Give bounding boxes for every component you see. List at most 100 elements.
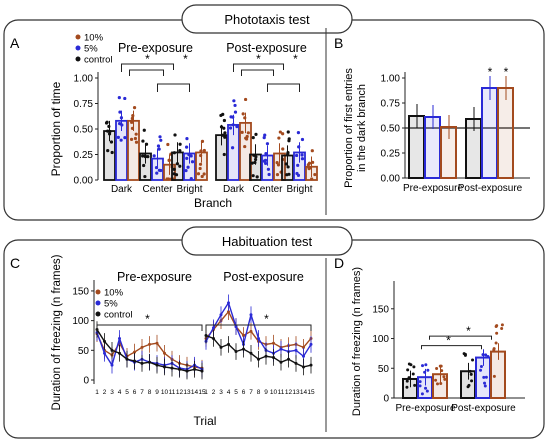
- data-point-d: [406, 368, 410, 372]
- data-point-d: [494, 325, 498, 329]
- data-point-a: [143, 174, 147, 179]
- sig-star-d: *: [466, 324, 471, 338]
- x-tick-label-c: 8: [257, 389, 261, 396]
- x-tick-label-c: 9: [155, 389, 159, 396]
- data-point-a: [284, 162, 288, 166]
- data-point-c: [110, 348, 114, 352]
- data-point-a: [275, 161, 279, 165]
- sig-star-d: *: [446, 333, 451, 347]
- data-point-d: [500, 326, 504, 330]
- data-point-a: [230, 146, 235, 150]
- data-point-a: [254, 155, 258, 159]
- y-tick-label-a: 0.00: [74, 176, 94, 187]
- y-tick-label-a: 0.50: [74, 125, 94, 136]
- data-point-c: [170, 366, 174, 370]
- x-tick-label-c: 10: [161, 389, 169, 396]
- x-tick-label-c: 3: [110, 389, 114, 396]
- data-point-c: [279, 347, 283, 351]
- group-title-c: Post-exposure: [223, 270, 304, 284]
- legend-dot-c: [95, 311, 101, 317]
- data-point-c: [118, 351, 121, 355]
- data-point-a: [296, 131, 301, 135]
- data-point-a: [105, 120, 109, 124]
- data-point-a: [189, 154, 193, 158]
- sig-star-c: *: [264, 312, 269, 326]
- data-point-a: [174, 173, 179, 177]
- data-point-a: [251, 174, 255, 178]
- x-tick-label-c: 6: [133, 389, 137, 396]
- data-point-a: [246, 131, 250, 135]
- data-point-a: [286, 152, 290, 156]
- data-point-a: [167, 158, 171, 162]
- legend-label-a: 5%: [84, 44, 98, 55]
- data-point-d: [412, 365, 416, 369]
- data-point-a: [233, 103, 237, 108]
- x-tick-label-b: Pre-exposure: [403, 183, 463, 194]
- x-tick-label-c: 9: [264, 389, 268, 396]
- data-point-d: [481, 353, 485, 357]
- data-point-a: [233, 110, 238, 114]
- x-tick-label-c: 13: [292, 389, 300, 396]
- data-point-d: [482, 375, 486, 379]
- data-point-a: [202, 172, 206, 176]
- x-tick-label-c: 12: [285, 389, 293, 396]
- x-tick-label-c: 1: [204, 389, 208, 396]
- sig-bracket-d: [429, 335, 492, 340]
- legend-label-c: 10%: [104, 288, 124, 299]
- y-tick-label-c: 50: [78, 346, 90, 357]
- data-point-a: [255, 175, 259, 179]
- y-tick-label-b: 0.75: [381, 99, 401, 110]
- sig-star-a: *: [183, 52, 188, 66]
- bar-b: [481, 87, 498, 179]
- data-point-a: [132, 106, 137, 110]
- group-title-a: Pre-exposure: [118, 41, 193, 55]
- data-point-a: [110, 150, 114, 155]
- data-point-a: [286, 165, 290, 169]
- data-point-c: [125, 357, 129, 361]
- data-point-a: [158, 135, 162, 139]
- data-point-a: [286, 130, 290, 134]
- x-tick-label-c: 14: [300, 389, 308, 396]
- data-point-a: [141, 139, 145, 143]
- data-point-c: [178, 367, 181, 371]
- data-point-c: [302, 354, 305, 358]
- data-point-a: [244, 97, 248, 102]
- data-point-a: [232, 99, 236, 103]
- data-point-a: [123, 136, 127, 140]
- data-point-a: [116, 135, 120, 139]
- data-point-d: [492, 348, 496, 352]
- x-tick-label-a: Center: [252, 184, 283, 195]
- data-point-a: [173, 133, 177, 137]
- data-point-a: [262, 159, 266, 163]
- x-tick-label-c: 4: [227, 389, 231, 396]
- data-point-c: [212, 326, 215, 330]
- data-point-a: [235, 125, 239, 129]
- data-point-d: [424, 363, 428, 367]
- data-point-c: [212, 336, 215, 340]
- x-tick-label-c: 4: [118, 389, 122, 396]
- data-point-d: [435, 366, 439, 370]
- data-point-a: [107, 132, 112, 136]
- data-point-d: [483, 384, 487, 388]
- x-tick-label-c: 7: [140, 389, 144, 396]
- data-point-a: [134, 132, 138, 136]
- data-point-a: [178, 148, 182, 153]
- data-point-c: [302, 365, 305, 369]
- data-point-c: [148, 360, 151, 364]
- y-tick-label-d: 100: [372, 334, 389, 345]
- data-point-d: [405, 379, 409, 383]
- data-point-a: [253, 160, 257, 165]
- y-tick-label-b: 0.50: [381, 124, 401, 135]
- y-axis-label-a: Proportion of time: [49, 81, 63, 176]
- data-point-a: [146, 154, 150, 159]
- legend-dot-c: [95, 300, 101, 306]
- data-point-c: [140, 361, 144, 365]
- data-point-a: [141, 154, 145, 158]
- sig-star-b: *: [488, 65, 493, 79]
- data-point-c: [249, 329, 253, 333]
- legend-label-c: control: [104, 310, 133, 321]
- data-point-c: [148, 342, 151, 346]
- data-point-a: [278, 130, 282, 134]
- data-point-a: [222, 152, 226, 157]
- data-point-a: [219, 125, 224, 129]
